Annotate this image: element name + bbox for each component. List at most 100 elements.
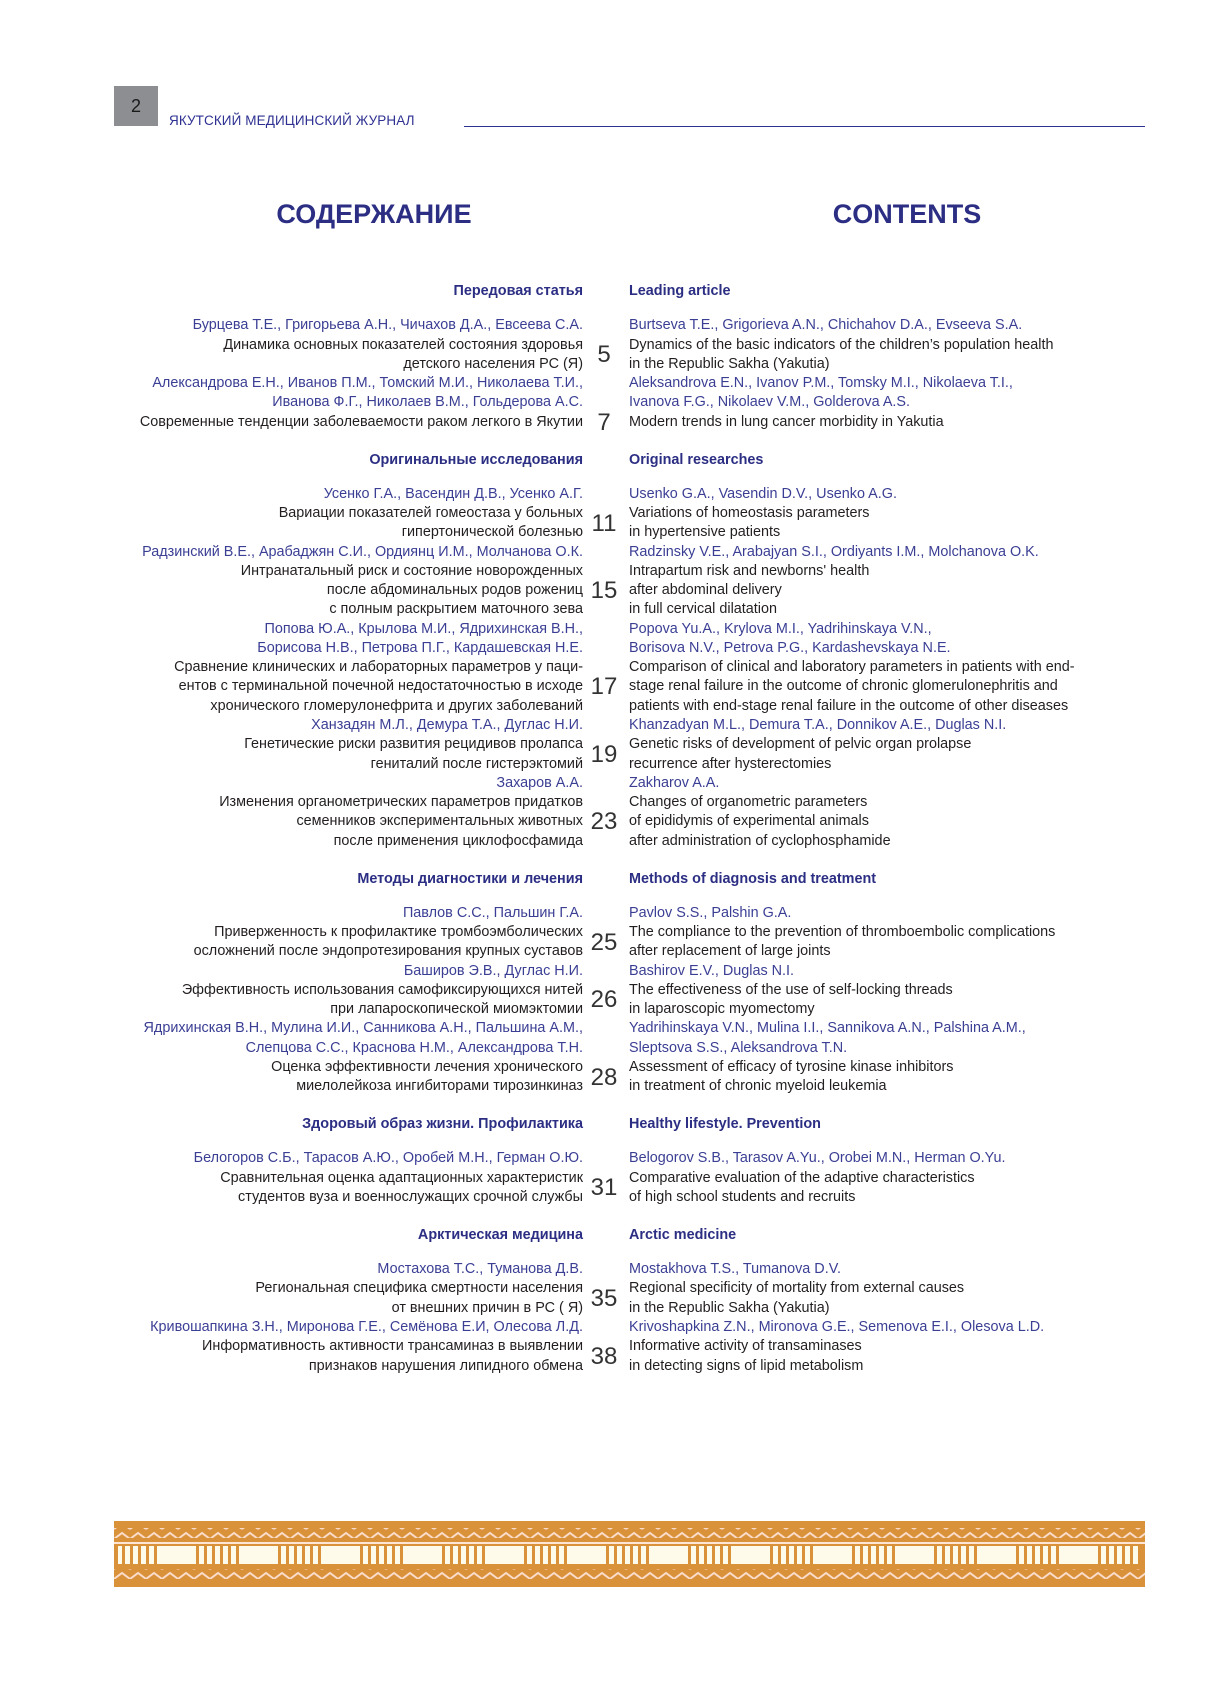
article-title-en[interactable]: in treatment of chronic myeloid leukemia [629, 1078, 887, 1095]
article-title-en[interactable]: Regional specificity of mortality from e… [629, 1280, 965, 1297]
article-title-ru[interactable]: от внешних причин в РС ( Я) [391, 1299, 583, 1316]
article-title-en[interactable]: Dynamics of the basic indicators of the … [629, 336, 1054, 353]
article-title-en[interactable]: patients with end-stage renal failure in… [629, 697, 1069, 714]
entry-en: Popova Yu.A., Krylova M.I., Yadrihinskay… [625, 620, 1208, 716]
article-title-ru[interactable]: Региональная специфика смертности населе… [255, 1280, 583, 1297]
authors-ru: Александрова Е.Н., Иванов П.М., Томский … [152, 375, 583, 392]
article-page-number: 11 [591, 509, 617, 537]
article-title-ru[interactable]: Генетические риски развития рецидивов пр… [244, 736, 583, 753]
article-title-ru[interactable]: хронического гломерулонефрита и других з… [210, 697, 583, 714]
article-title-ru[interactable]: Информативность активности трансаминаз в… [202, 1338, 583, 1355]
toc-entry[interactable]: Мостахова Т.С., Туманова Д.В. Региональна… [0, 1260, 1208, 1318]
article-title-en[interactable]: of epididymis of experimental animals [629, 813, 869, 830]
authors-ru: Ханзадян М.Л., Демура Т.А., Дуглас Н.И. [311, 717, 583, 733]
article-title-ru[interactable]: Сравнение клинических и лабораторных пар… [174, 659, 583, 676]
article-title-ru[interactable]: Оценка эффективности лечения хроническог… [271, 1058, 583, 1075]
article-title-ru[interactable]: Вариации показателей гомеостаза у больны… [278, 505, 583, 522]
article-title-ru[interactable]: ентов с терминальной почечной недостаточ… [178, 678, 583, 695]
article-title-en[interactable]: after administration of cyclophosphamide [629, 832, 891, 849]
article-title-ru[interactable]: Динамика основных показателей состояния … [223, 336, 583, 353]
authors-ru: Белогоров С.Б., Тарасов А.Ю., Оробей М.Н… [193, 1150, 583, 1167]
article-title-en[interactable]: in laparoscopic myomectomy [629, 1001, 815, 1018]
authors-ru: Борисова Н.В., Петрова П.Г., Кардашевска… [257, 639, 583, 656]
authors-ru: Радзинский В.Е., Арабаджян С.И., Ордиянц… [142, 543, 583, 560]
article-title-en[interactable]: Genetic risks of development of pelvic o… [629, 736, 972, 753]
article-title-ru[interactable]: семенников экспериментальных животных [296, 813, 583, 830]
article-title-en[interactable]: stage renal failure in the outcome of ch… [629, 678, 1058, 695]
article-title-en[interactable]: Comparative evaluation of the adaptive c… [629, 1169, 975, 1186]
article-page-number: 15 [590, 577, 618, 605]
article-title-en[interactable]: Informative activity of transaminases [629, 1338, 862, 1355]
entry-ru: Попова Ю.А., Крылова М.И., Ядрихинская В… [100, 620, 583, 716]
article-title-ru[interactable]: признаков нарушения липидного обмена [308, 1357, 583, 1374]
entry-en: Pavlov S.S., Palshin G.A. The compliance … [625, 904, 1208, 962]
article-title-ru[interactable]: осложнений после эндопротезирования круп… [193, 943, 583, 960]
article-title-ru[interactable]: гениталий после гистерэктомий [370, 755, 583, 772]
article-title-ru[interactable]: гипертонической болезнью [401, 524, 583, 541]
article-title-en[interactable]: Changes of organometric parameters [629, 794, 868, 811]
article-title-en[interactable]: Variations of homeostasis parameters [629, 505, 870, 522]
article-title-ru[interactable]: после абдоминальных родов рожениц [326, 582, 583, 599]
authors-en: Pavlov S.S., Palshin G.A. [629, 904, 792, 921]
article-title-en[interactable]: in hypertensive patients [629, 524, 781, 541]
toc-section: Методы диагностики и лечения Methods of d… [0, 870, 1208, 1097]
article-title-ru[interactable]: студентов вуза и военнослужащих срочной … [238, 1188, 583, 1205]
article-title-ru[interactable]: Современные тенденции заболеваемости рак… [139, 413, 583, 430]
contents-title-en: CONTENTS [832, 199, 982, 229]
article-title-en[interactable]: recurrence after hysterectomies [629, 755, 832, 772]
article-page-number: 23 [590, 808, 618, 836]
article-title-en[interactable]: of high school students and recruits [629, 1188, 856, 1205]
article-title-en[interactable]: Comparison of clinical and laboratory pa… [629, 659, 1075, 676]
entry-ru: Усенко Г.А., Васендин Д.В., Усенко А.Г. В… [100, 485, 583, 543]
authors-en: Ivanova F.G., Nikolaev V.M., Golderova A… [629, 394, 911, 411]
toc-entry[interactable]: Захаров А.А. Изменения органометрических … [0, 774, 1208, 851]
article-title-ru[interactable]: Сравнительная оценка адаптационных харак… [220, 1169, 583, 1186]
article-page-number: 31 [590, 1174, 618, 1202]
authors-ru: Усенко Г.А., Васендин Д.В., Усенко А.Г. [323, 485, 583, 502]
article-title-ru[interactable]: детского населения РС (Я) [403, 355, 583, 372]
entry-ru: Бурцева Т.Е., Григорьева А.Н., Чичахов Д… [100, 316, 583, 374]
article-title-en[interactable]: in full cervical dilatation [629, 601, 777, 618]
article-title-en[interactable]: after abdominal delivery [629, 582, 782, 599]
article-title-en[interactable]: Assessment of efficacy of tyrosine kinas… [629, 1058, 954, 1075]
article-title-en[interactable]: The compliance to the prevention of thro… [629, 924, 1056, 941]
article-title-ru[interactable]: миелолейкоза ингибиторами тирозинкиназ [296, 1078, 583, 1095]
section-heading-ru: Передовая статья [453, 283, 583, 299]
article-title-ru[interactable]: Приверженность к профилактике тромбоэмбо… [214, 924, 583, 941]
section-heading-en: Original researches [629, 451, 764, 468]
article-title-en[interactable]: Modern trends in lung cancer morbidity i… [629, 413, 944, 430]
toc-entry[interactable]: Ядрихинская В.Н., Мулина И.И., Санникова… [0, 1019, 1208, 1096]
article-page-number: 5 [597, 341, 611, 369]
article-title-en[interactable]: in detecting signs of lipid metabolism [629, 1357, 864, 1374]
article-title-ru[interactable]: Эффективность использования самофиксирую… [181, 981, 583, 998]
toc-entry[interactable]: Александрова Е.Н., Иванов П.М., Томский … [0, 374, 1208, 434]
authors-en: Zakharov A.A. [629, 774, 720, 791]
toc-entry[interactable]: Баширов Э.В., Дуглас Н.И. Эффективность и… [0, 962, 1208, 1020]
page-number-column: 26 [583, 962, 625, 1020]
toc-entry[interactable]: Белогоров С.Б., Тарасов А.Ю., Оробей М.Н… [0, 1149, 1208, 1207]
article-title-en[interactable]: after replacement of large joints [629, 943, 831, 960]
article-title-en[interactable]: in the Republic Sakha (Yakutia) [629, 1299, 830, 1316]
toc-entry[interactable]: Усенко Г.А., Васендин Д.В., Усенко А.Г. В… [0, 485, 1208, 543]
toc-entry[interactable]: Кривошапкина З.Н., Миронова Г.Е., Семёно… [0, 1318, 1208, 1376]
article-page-number: 38 [590, 1342, 618, 1370]
entry-ru: Кривошапкина З.Н., Миронова Г.Е., Семёно… [100, 1318, 583, 1376]
article-title-ru[interactable]: Интранатальный риск и состояние новорожд… [240, 562, 583, 579]
page-number-column: 19 [583, 716, 625, 774]
article-title-en[interactable]: in the Republic Sakha (Yakutia) [629, 355, 830, 372]
article-title-en[interactable]: The effectiveness of the use of self-loc… [629, 981, 953, 998]
toc-entry[interactable]: Павлов С.С., Пальшин Г.А. Приверженность … [0, 904, 1208, 962]
article-page-number: 25 [590, 928, 618, 956]
article-title-ru[interactable]: при лапароскопической миомэктомии [330, 1001, 583, 1018]
toc-entry[interactable]: Бурцева Т.Е., Григорьева А.Н., Чичахов Д… [0, 316, 1208, 374]
article-title-ru[interactable]: после применения циклофосфамида [333, 832, 583, 849]
authors-en: Mostakhova T.S., Tumanova D.V. [629, 1261, 841, 1278]
article-title-ru[interactable]: с полным раскрытием маточного зева [329, 601, 583, 618]
article-page-number: 26 [590, 986, 618, 1014]
toc-entry[interactable]: Радзинский В.Е., Арабаджян С.И., Ордиянц… [0, 543, 1208, 620]
toc-entry[interactable]: Ханзадян М.Л., Демура Т.А., Дуглас Н.И. Г… [0, 716, 1208, 774]
toc-entry[interactable]: Попова Ю.А., Крылова М.И., Ядрихинская В… [0, 620, 1208, 716]
authors-ru: Бурцева Т.Е., Григорьева А.Н., Чичахов Д… [192, 317, 583, 334]
article-title-ru[interactable]: Изменения органометрических параметров п… [219, 794, 583, 811]
article-title-en[interactable]: Intrapartum risk and newborns' health [629, 562, 870, 579]
